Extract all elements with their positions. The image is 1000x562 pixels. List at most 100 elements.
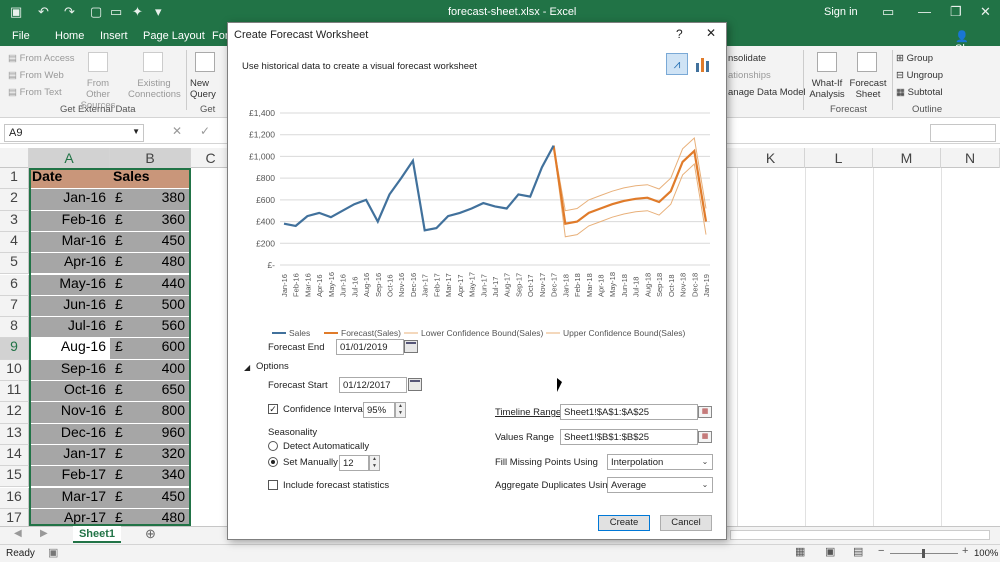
help-button[interactable]: ? bbox=[676, 27, 683, 41]
open-file-icon[interactable]: ▭ bbox=[110, 4, 123, 19]
select-all-corner[interactable] bbox=[0, 148, 29, 168]
set-manually-radio[interactable] bbox=[268, 457, 278, 467]
confidence-spinner[interactable]: ▲ ▼ bbox=[395, 402, 406, 418]
cell-date[interactable]: Dec-16 bbox=[29, 423, 110, 445]
cell-sales[interactable]: £480 bbox=[110, 253, 191, 275]
sign-in-link[interactable]: Sign in bbox=[824, 6, 858, 18]
relationships-button[interactable]: ationships bbox=[728, 70, 771, 81]
column-header[interactable]: B bbox=[110, 148, 191, 168]
manage-data-model-button[interactable]: anage Data Model bbox=[728, 87, 806, 98]
cell-sales[interactable]: £560 bbox=[110, 317, 191, 339]
row-header[interactable]: 2 bbox=[0, 189, 29, 211]
scroll-tabs-right-icon[interactable]: ▶ bbox=[40, 528, 48, 539]
cell-date[interactable]: Feb-17 bbox=[29, 466, 110, 488]
scroll-tabs-left-icon[interactable]: ◀ bbox=[14, 528, 22, 539]
fill-missing-select[interactable]: Interpolation ⌄ bbox=[607, 454, 713, 470]
sheet-tab-sheet1[interactable]: Sheet1 bbox=[73, 526, 121, 543]
column-header[interactable]: L bbox=[805, 148, 873, 168]
maximize-icon[interactable]: ❐ bbox=[950, 4, 962, 19]
cell-sales[interactable]: £600 bbox=[110, 338, 191, 360]
cell-date[interactable]: Mar-16 bbox=[29, 231, 110, 254]
formula-input[interactable] bbox=[930, 124, 996, 142]
forecast-end-input[interactable]: 01/01/2019 bbox=[336, 339, 404, 355]
from-text-button[interactable]: ▤ From Text bbox=[8, 87, 62, 98]
cell-sales[interactable]: £500 bbox=[110, 295, 191, 318]
cancel-button[interactable]: Cancel bbox=[660, 515, 712, 531]
row-header[interactable]: 17 bbox=[0, 508, 29, 531]
undo-icon[interactable]: ↶ bbox=[38, 4, 49, 19]
new-file-icon[interactable]: ▢ bbox=[90, 4, 103, 19]
column-header[interactable]: N bbox=[941, 148, 1000, 168]
timeline-range-input[interactable]: Sheet1!$A$1:$A$25 bbox=[560, 404, 698, 420]
cell-date[interactable]: Date bbox=[29, 168, 110, 190]
cell-sales[interactable]: £400 bbox=[110, 359, 191, 381]
column-header[interactable]: A bbox=[29, 148, 110, 168]
macro-record-icon[interactable]: ▣ bbox=[48, 547, 59, 559]
calendar-icon[interactable] bbox=[404, 340, 418, 353]
column-header[interactable]: C bbox=[191, 148, 231, 168]
new-query-button[interactable]: New Query bbox=[190, 78, 216, 100]
row-header[interactable]: 16 bbox=[0, 487, 29, 509]
row-header[interactable]: 8 bbox=[0, 317, 29, 339]
row-header[interactable]: 13 bbox=[0, 423, 29, 445]
save-icon[interactable]: ▣ bbox=[10, 4, 23, 19]
what-if-analysis-button[interactable]: What-If Analysis bbox=[809, 78, 845, 100]
confidence-interval-checkbox[interactable]: ✓ bbox=[268, 404, 278, 414]
page-layout-view-icon[interactable]: ▣ bbox=[825, 546, 836, 558]
row-header[interactable]: 5 bbox=[0, 253, 29, 275]
row-header[interactable]: 6 bbox=[0, 274, 29, 296]
from-other-sources-button[interactable]: From Other Sources bbox=[80, 78, 116, 111]
consolidate-button[interactable]: nsolidate bbox=[728, 53, 767, 64]
row-header[interactable]: 10 bbox=[0, 359, 29, 381]
aggregate-duplicates-select[interactable]: Average ⌄ bbox=[607, 477, 713, 493]
collapse-triangle-icon[interactable]: ◢ bbox=[244, 363, 251, 372]
seasonality-input[interactable]: 12 bbox=[339, 455, 369, 471]
zoom-level[interactable]: 100% bbox=[974, 548, 999, 559]
include-statistics-checkbox[interactable] bbox=[268, 480, 278, 490]
column-header[interactable]: M bbox=[873, 148, 941, 168]
dialog-close-button[interactable]: ✕ bbox=[706, 26, 717, 40]
cell-date[interactable]: Oct-16 bbox=[29, 381, 110, 403]
row-header[interactable]: 11 bbox=[0, 381, 29, 403]
cell-sales[interactable]: £360 bbox=[110, 210, 191, 232]
tab-insert[interactable]: Insert bbox=[100, 30, 128, 42]
customize-toolbar-icon[interactable]: ✦ bbox=[132, 4, 143, 19]
subtotal-button[interactable]: ▦ Subtotal bbox=[896, 87, 943, 98]
horizontal-scrollbar[interactable] bbox=[730, 530, 990, 540]
create-button[interactable]: Create bbox=[598, 515, 650, 531]
from-access-button[interactable]: ▤ From Access bbox=[8, 53, 75, 64]
cell-sales[interactable]: Sales bbox=[110, 168, 191, 190]
ribbon-display-icon[interactable]: ▭ bbox=[882, 4, 895, 19]
seasonality-spinner[interactable]: ▲ ▼ bbox=[369, 455, 380, 471]
tab-home[interactable]: Home bbox=[55, 30, 85, 42]
row-header[interactable]: 1 bbox=[0, 168, 29, 190]
row-header[interactable]: 14 bbox=[0, 444, 29, 467]
cell-sales[interactable]: £340 bbox=[110, 466, 191, 488]
cell-date[interactable]: Aug-16 bbox=[29, 338, 110, 360]
tab-file[interactable]: File bbox=[12, 30, 30, 42]
row-header[interactable]: 9 bbox=[0, 338, 29, 360]
enter-formula-icon[interactable]: ✓ bbox=[200, 124, 211, 138]
cell-date[interactable]: May-16 bbox=[29, 274, 110, 296]
row-header[interactable]: 3 bbox=[0, 210, 29, 232]
cell-date[interactable]: Feb-16 bbox=[29, 210, 110, 232]
cell-sales[interactable]: £450 bbox=[110, 487, 191, 509]
cancel-formula-icon[interactable]: ✕ bbox=[172, 124, 183, 138]
cell-date[interactable]: Apr-16 bbox=[29, 253, 110, 275]
minimize-icon[interactable]: — bbox=[918, 4, 931, 19]
row-header[interactable]: 7 bbox=[0, 295, 29, 318]
detect-automatically-radio[interactable] bbox=[268, 441, 278, 451]
cell-sales[interactable]: £450 bbox=[110, 231, 191, 254]
cell-date[interactable]: Jan-16 bbox=[29, 189, 110, 211]
values-range-input[interactable]: Sheet1!$B$1:$B$25 bbox=[560, 429, 698, 445]
add-sheet-icon[interactable]: ⊕ bbox=[145, 526, 156, 541]
cell-sales[interactable]: £320 bbox=[110, 444, 191, 467]
redo-icon[interactable]: ↷ bbox=[64, 4, 75, 19]
page-break-view-icon[interactable]: ▤ bbox=[853, 546, 864, 558]
name-box[interactable]: A9 ▼ bbox=[4, 124, 144, 142]
cell-date[interactable]: Jul-16 bbox=[29, 317, 110, 339]
cell-sales[interactable]: £380 bbox=[110, 189, 191, 211]
row-header[interactable]: 12 bbox=[0, 402, 29, 424]
cell-sales[interactable]: £650 bbox=[110, 381, 191, 403]
close-window-icon[interactable]: ✕ bbox=[980, 4, 991, 19]
